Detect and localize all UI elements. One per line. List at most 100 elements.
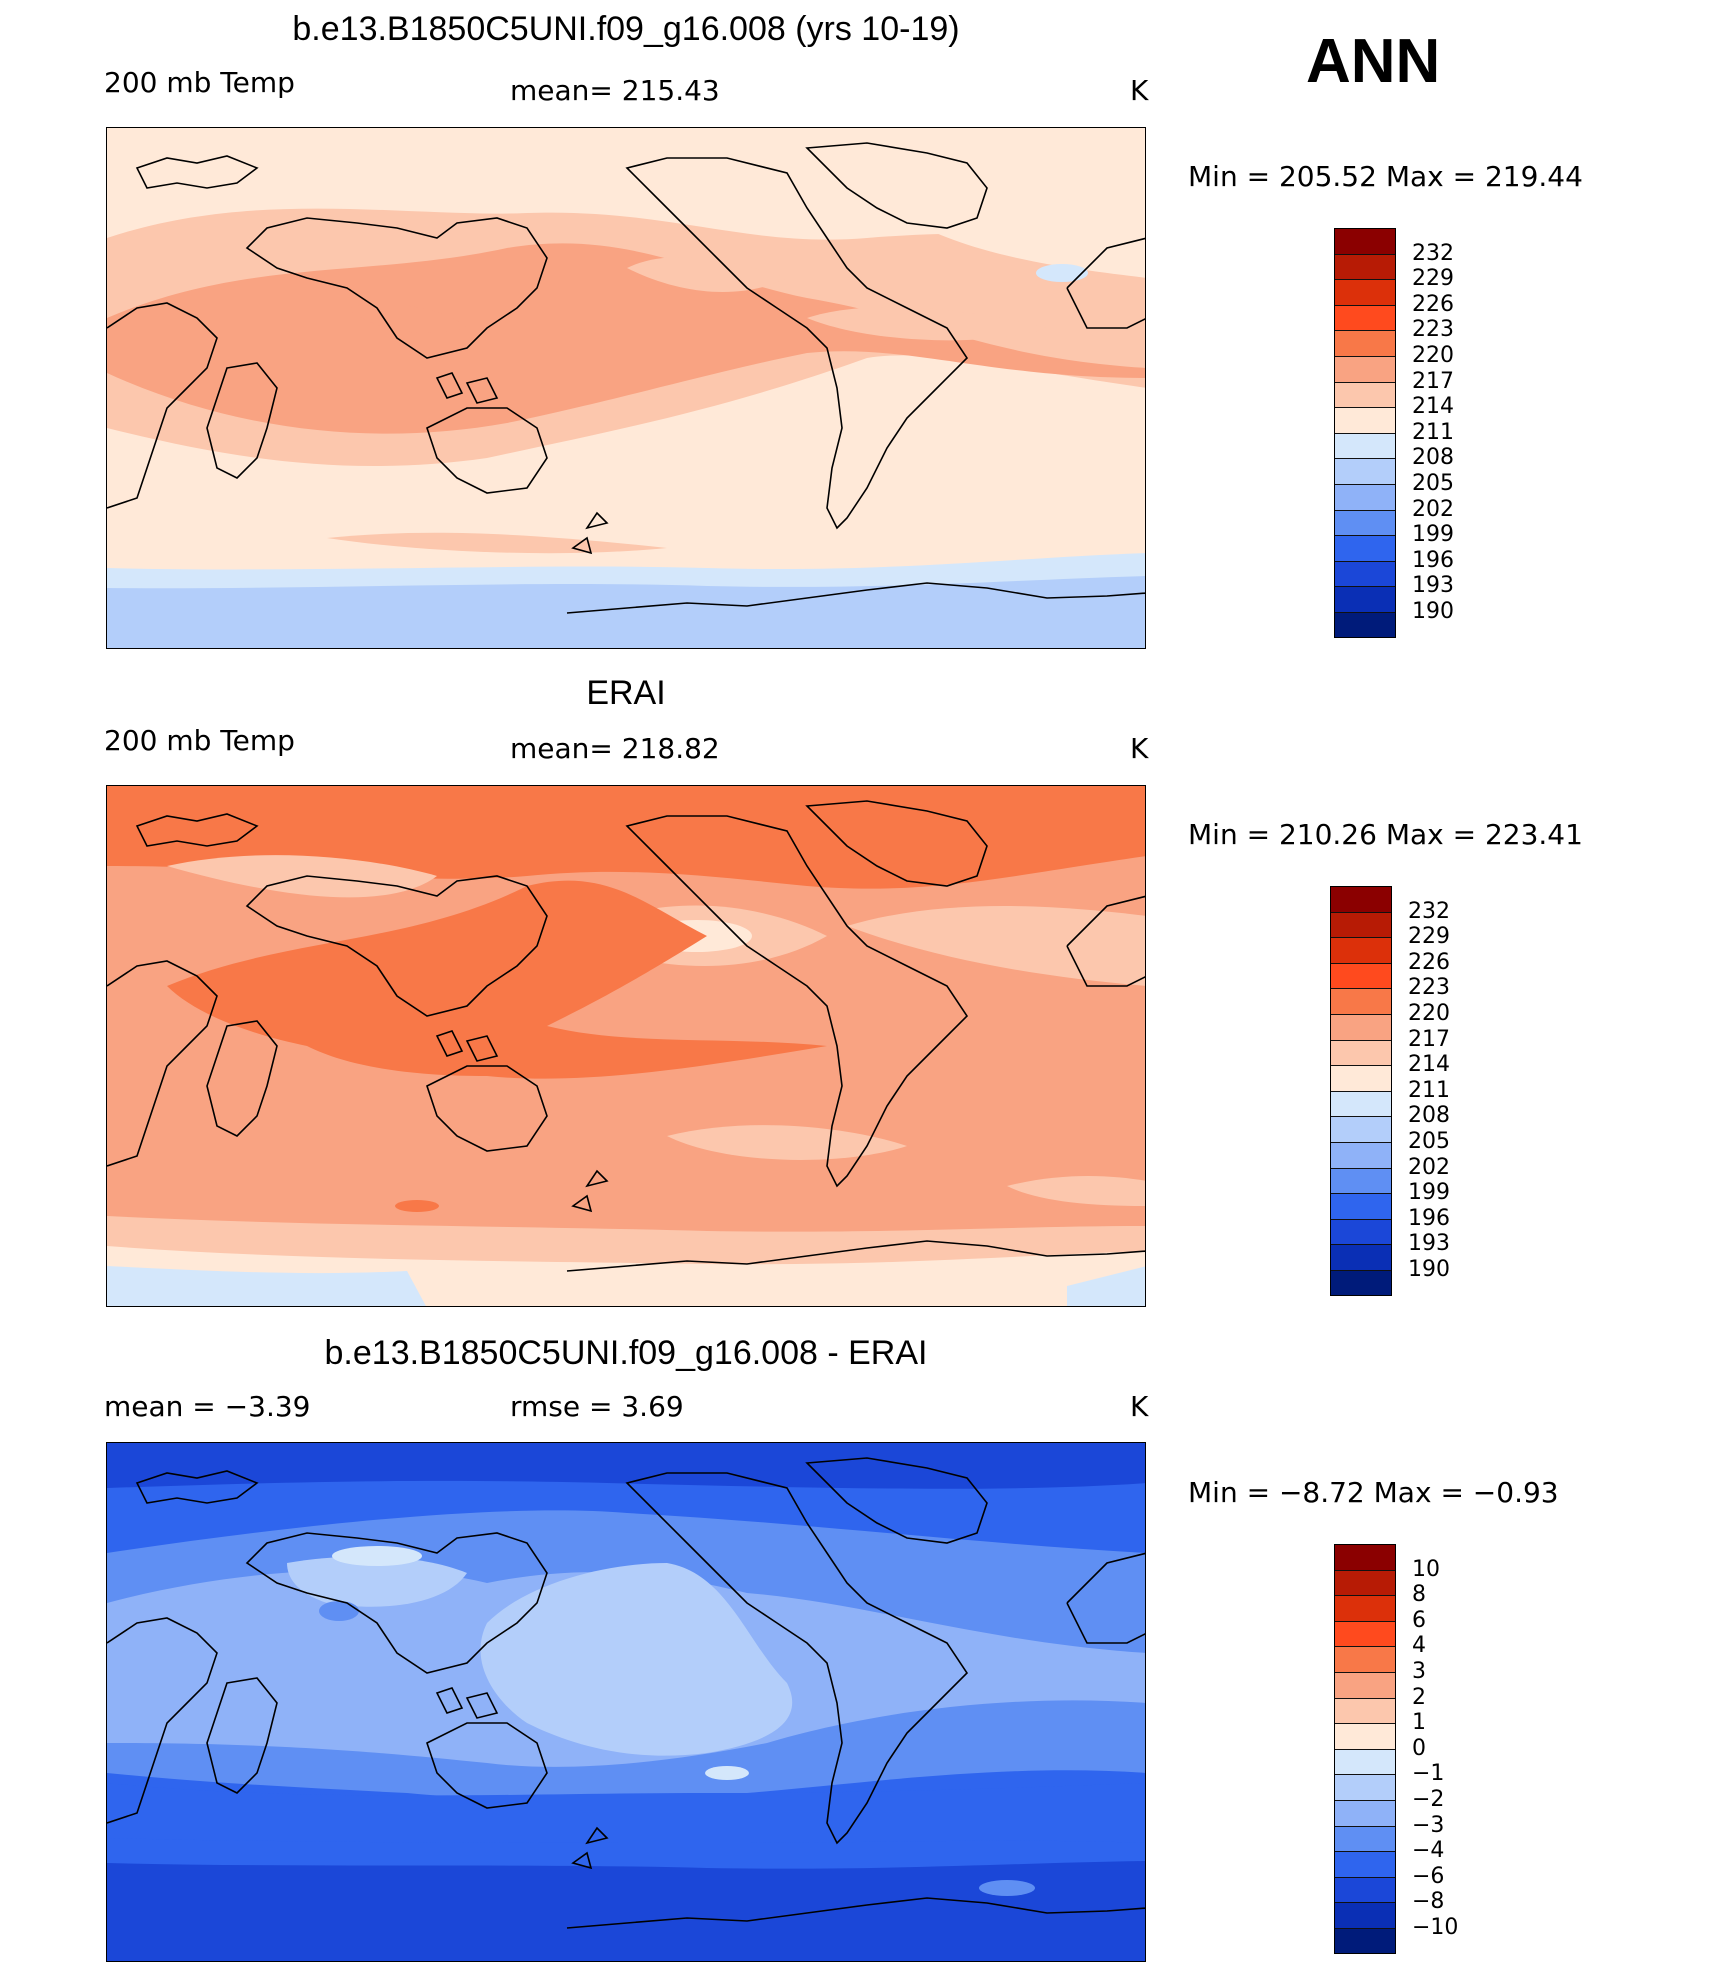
panel-1-title: b.e13.B1850C5UNI.f09_g16.008 (yrs 10-19)	[292, 10, 960, 48]
colorbar-tick-label: 202	[1408, 1154, 1450, 1180]
colorbar-tick-label: 220	[1408, 1001, 1450, 1026]
colorbar-swatch	[1334, 432, 1396, 459]
colorbar-swatch	[1334, 1774, 1396, 1800]
colorbar-tick-label: 193	[1408, 1231, 1450, 1257]
colorbar-swatch	[1334, 1876, 1396, 1903]
panel-3-units: K	[1130, 1390, 1149, 1423]
colorbar-swatch	[1330, 1270, 1392, 1296]
colorbar-swatch	[1334, 612, 1396, 638]
colorbar-swatch	[1334, 1620, 1396, 1647]
panel-2-title: ERAI	[586, 674, 666, 712]
colorbar-tick-label: −1	[1412, 1761, 1445, 1787]
colorbar-swatch	[1334, 1800, 1396, 1826]
panel-3-map	[106, 1442, 1146, 1962]
colorbar-tick-label: −8	[1412, 1889, 1445, 1915]
colorbar-tick-label: 217	[1408, 1026, 1450, 1052]
colorbar-tick-label: 208	[1408, 1103, 1450, 1129]
colorbar-swatch	[1330, 1218, 1392, 1245]
colorbar-tick-label: 190	[1412, 599, 1454, 624]
colorbar-tick-label: 0	[1412, 1735, 1426, 1761]
colorbar-tick-label: −3	[1412, 1812, 1445, 1838]
colorbar-swatch	[1330, 962, 1392, 989]
colorbar-tick-label: 211	[1408, 1077, 1450, 1103]
colorbar-tick-label: 229	[1408, 924, 1450, 950]
colorbar-tick-label: 232	[1412, 240, 1454, 266]
panel-3-title: b.e13.B1850C5UNI.f09_g16.008 - ERAI	[324, 1334, 928, 1372]
colorbar-tick-label: 232	[1408, 898, 1450, 924]
panel-3-minmax: Min = −8.72 Max = −0.93	[1188, 1476, 1559, 1509]
colorbar-frame	[1334, 228, 1396, 638]
colorbar-swatch	[1334, 1723, 1396, 1749]
colorbar-swatch	[1334, 509, 1396, 536]
colorbar-swatch	[1334, 458, 1396, 484]
colorbar-swatch	[1330, 1116, 1392, 1142]
colorbar-tick-label: 10	[1412, 1556, 1440, 1582]
colorbar-swatch	[1330, 1090, 1392, 1117]
panel-2-variable: 200 mb Temp	[104, 724, 295, 757]
colorbar-tick-label: 1	[1412, 1710, 1426, 1736]
colorbar-swatch	[1334, 484, 1396, 510]
panel-1-minmax: Min = 205.52 Max = 219.44	[1188, 160, 1583, 193]
colorbar-tick-label: 205	[1408, 1129, 1450, 1154]
colorbar-tick-label: 226	[1412, 291, 1454, 317]
panel-2-units: K	[1130, 732, 1149, 765]
colorbar-tick-label: 208	[1412, 445, 1454, 471]
colorbar-swatch	[1334, 1902, 1396, 1928]
colorbar-swatch	[1330, 1244, 1392, 1270]
colorbar-tick-label: 223	[1408, 975, 1450, 1001]
panel-1-units: K	[1130, 74, 1149, 107]
colorbar-swatch	[1334, 1595, 1396, 1621]
colorbar-tick-label: 199	[1408, 1180, 1450, 1206]
colorbar-swatch	[1334, 535, 1396, 561]
colorbar-tick-label: −2	[1412, 1787, 1445, 1812]
panel-2-map	[106, 785, 1146, 1307]
colorbar-swatch	[1330, 911, 1392, 938]
colorbar-tick-label: 220	[1412, 343, 1454, 368]
colorbar-tick-label: 2	[1412, 1684, 1426, 1710]
colorbar-swatch	[1334, 407, 1396, 433]
colorbar-tick-label: 196	[1408, 1205, 1450, 1231]
colorbar-swatch	[1334, 253, 1396, 280]
colorbar-tick-label: 205	[1412, 471, 1454, 496]
colorbar-swatch	[1334, 1569, 1396, 1596]
colorbar-tick-label: 8	[1412, 1582, 1426, 1608]
panel-3-mean: mean = −3.39	[104, 1390, 311, 1423]
colorbar-tick-label: 214	[1408, 1052, 1450, 1078]
colorbar-frame	[1334, 1544, 1396, 1954]
colorbar-tick-label: 4	[1412, 1633, 1426, 1659]
colorbar-swatch	[1334, 279, 1396, 305]
colorbar-tick-label: −6	[1412, 1863, 1445, 1889]
colorbar-swatch	[1334, 330, 1396, 356]
season-label: ANN	[1306, 27, 1441, 96]
colorbar-swatch	[1334, 586, 1396, 612]
colorbar-tick-label: 196	[1412, 547, 1454, 573]
colorbar-frame	[1330, 886, 1392, 1296]
colorbar-swatch	[1334, 1748, 1396, 1775]
colorbar-tick-label: 193	[1412, 573, 1454, 599]
colorbar-swatch	[1330, 1167, 1392, 1194]
colorbar-swatch	[1334, 1928, 1396, 1954]
colorbar-tick-label: 214	[1412, 394, 1454, 420]
colorbar-swatch	[1334, 1672, 1396, 1698]
colorbar-tick-label: 190	[1408, 1257, 1450, 1282]
colorbar-swatch	[1334, 1646, 1396, 1672]
panel-1-map	[106, 127, 1146, 649]
colorbar-swatch	[1334, 560, 1396, 587]
colorbar-swatch	[1334, 356, 1396, 382]
colorbar-swatch	[1330, 1193, 1392, 1219]
panel-2-minmax: Min = 210.26 Max = 223.41	[1188, 818, 1583, 851]
colorbar-swatch	[1334, 1851, 1396, 1877]
colorbar-swatch	[1334, 1825, 1396, 1852]
colorbar-swatch	[1334, 381, 1396, 408]
colorbar-swatch	[1334, 304, 1396, 331]
colorbar-swatch	[1330, 988, 1392, 1014]
colorbar-swatch	[1334, 1697, 1396, 1724]
panel-3-rmse: rmse = 3.69	[510, 1390, 684, 1423]
colorbar-swatch	[1330, 1142, 1392, 1168]
colorbar-tick-label: 202	[1412, 496, 1454, 522]
colorbar-swatch	[1330, 1065, 1392, 1091]
colorbar-tick-label: 6	[1412, 1607, 1426, 1633]
colorbar-tick-label: 217	[1412, 368, 1454, 394]
colorbar-swatch	[1330, 886, 1392, 912]
colorbar-tick-label: 211	[1412, 419, 1454, 445]
